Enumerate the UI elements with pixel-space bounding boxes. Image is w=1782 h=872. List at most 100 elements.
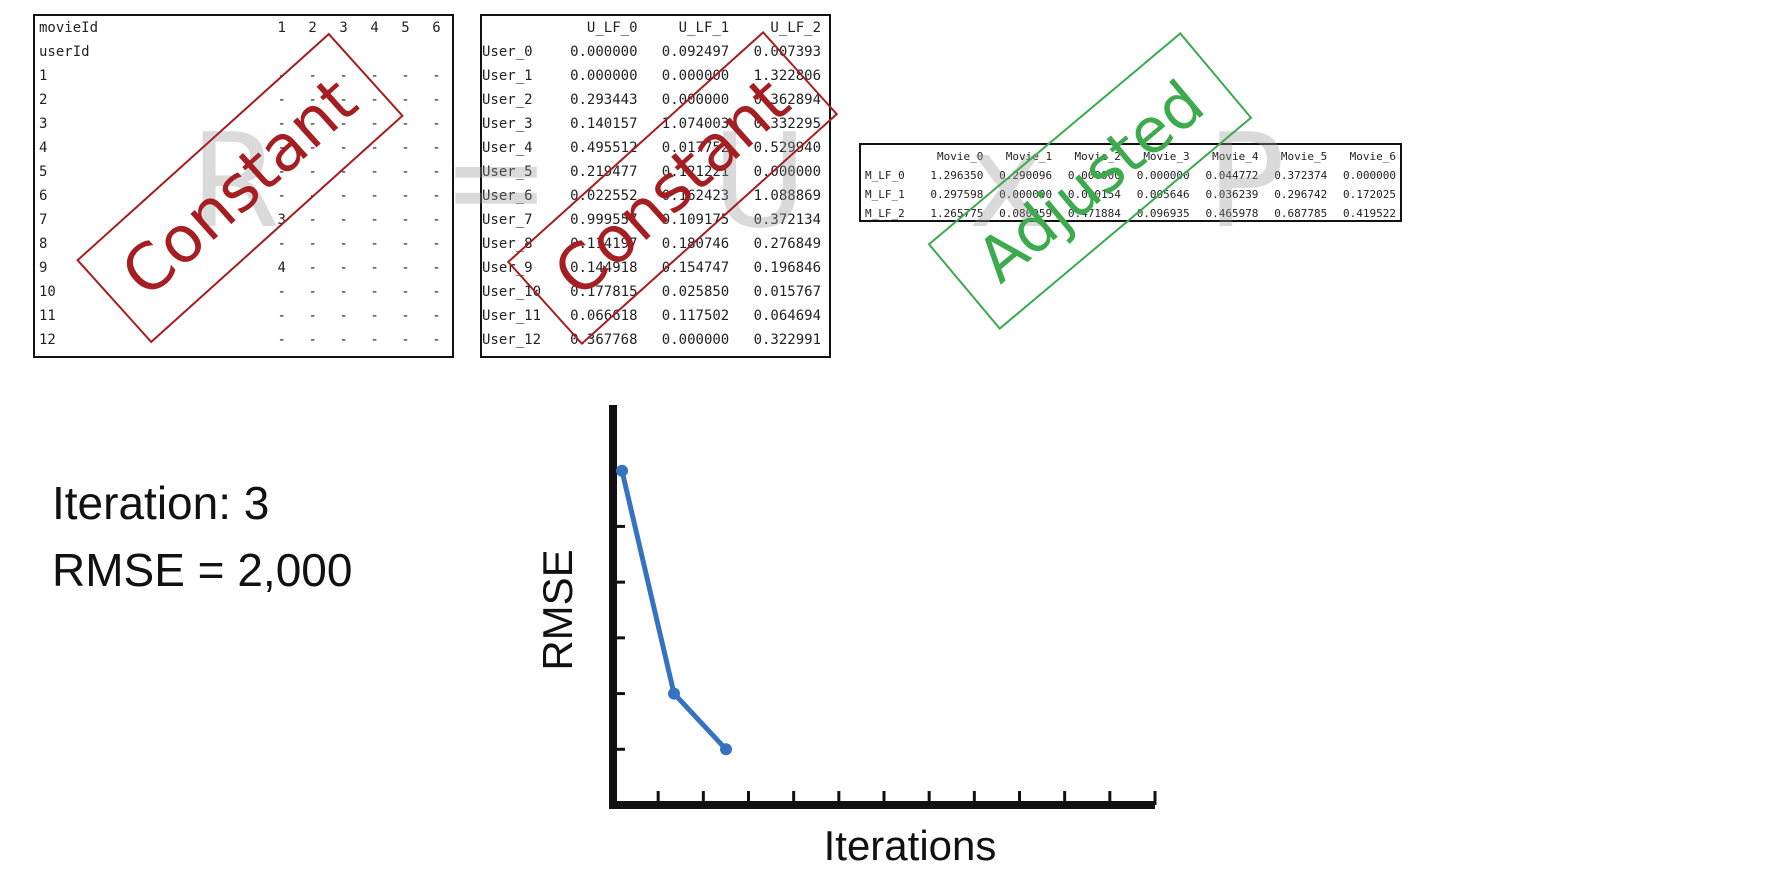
user-factor-column-header: U_LF_0 <box>586 20 638 36</box>
user-factor-row-label: User_4 <box>482 140 533 156</box>
ratings-row-id: 9 <box>39 260 48 276</box>
user-factor-row: User_5 0.219477 0.121221 0.000000 <box>482 160 829 184</box>
ratings-cell: - <box>308 164 317 180</box>
movie-factor-cell: 0.036239 <box>1205 188 1259 201</box>
ratings-cell: - <box>401 164 410 180</box>
ratings-column-header: 1 <box>277 20 286 36</box>
ratings-column-header: 2 <box>308 20 317 36</box>
movie-factor-cell: 0.296742 <box>1274 188 1328 201</box>
ratings-cell: - <box>432 332 441 348</box>
user-factor-row-label: User_0 <box>482 44 533 60</box>
ratings-cell: - <box>308 116 317 132</box>
ratings-cell: - <box>432 116 441 132</box>
ratings-row-id: 10 <box>39 284 56 300</box>
user-factor-row-label: User_10 <box>482 284 542 300</box>
ratings-cell: - <box>308 212 317 228</box>
ratings-row-id: 11 <box>39 308 56 324</box>
movie-factor-row-label: M_LF_2 <box>865 207 905 220</box>
movie-factor-cell: 0.000000 <box>1136 169 1190 182</box>
ratings-row-id: 8 <box>39 236 48 252</box>
user-factor-row: User_9 0.144918 0.154747 0.196846 <box>482 256 829 280</box>
ratings-cell: - <box>277 188 286 204</box>
movie-factor-column-header: Movie_5 <box>1280 150 1328 163</box>
ratings-cell: - <box>401 236 410 252</box>
ratings-row-id: 12 <box>39 332 56 348</box>
ratings-cell: - <box>308 188 317 204</box>
user-factor-cell: 1.322806 <box>753 68 821 84</box>
ratings-cell: - <box>308 140 317 156</box>
user-factor-cell: 0.219477 <box>570 164 638 180</box>
ratings-cell: - <box>308 92 317 108</box>
movie-factors-header-row: Movie_0 Movie_1 Movie_2 Movie_3 Movie_4 … <box>861 147 1400 166</box>
movie-factor-cell: 0.044772 <box>1205 169 1259 182</box>
movie-factor-cell: 0.080059 <box>999 207 1053 220</box>
ratings-row: 8 - - - - - - <box>35 232 452 256</box>
movie-factor-cell: 1.265775 <box>930 207 984 220</box>
ratings-cell: - <box>432 212 441 228</box>
ratings-row: 12 - - - - - - <box>35 328 452 352</box>
ratings-cell: - <box>339 188 348 204</box>
ratings-cell: - <box>370 92 379 108</box>
user-factor-cell: 0.017752 <box>661 140 730 156</box>
user-factor-cell: 0.000000 <box>661 332 730 348</box>
ratings-cell: - <box>339 236 348 252</box>
movie-factor-cell: 0.290096 <box>999 169 1053 182</box>
ratings-cell: - <box>432 236 441 252</box>
user-factor-cell: 0.144918 <box>570 260 638 276</box>
ratings-table: movieId 1 2 3 4 5 6 userId 1 - - - - - - 2 - - - - -… <box>35 16 452 352</box>
user-factor-cell: 0.332295 <box>753 116 821 132</box>
user-factor-cell: 0.362894 <box>753 92 821 108</box>
ratings-column-header: 3 <box>339 20 348 36</box>
ratings-cell: - <box>370 332 379 348</box>
movie-factor-cell: 0.000000 <box>1343 169 1396 182</box>
user-factor-row-label: User_8 <box>482 236 533 252</box>
ratings-cell: - <box>370 164 379 180</box>
ratings-cell: - <box>432 260 441 276</box>
ratings-column-header: 6 <box>432 20 441 36</box>
ratings-row: 9 4 - - - - - <box>35 256 452 280</box>
ratings-cell: - <box>339 260 348 276</box>
movie-factor-cell: 0.687785 <box>1274 207 1328 220</box>
ratings-row-id: 3 <box>39 116 48 132</box>
rmse-point <box>616 464 628 477</box>
rmse-chart: Iterations RMSE <box>540 405 1157 869</box>
movie-factor-cell: 1.296350 <box>930 169 984 182</box>
user-factor-cell: 0.025850 <box>661 284 730 300</box>
user-factor-cell: 0.000000 <box>753 164 821 180</box>
ratings-cell: - <box>277 236 286 252</box>
user-factor-cell: 0.109175 <box>661 212 730 228</box>
ratings-cell: - <box>308 260 317 276</box>
movie-factor-cell: 0.000000 <box>999 188 1053 201</box>
y-axis-label: RMSE <box>540 549 581 670</box>
rmse-point <box>720 743 732 756</box>
movie-factor-row-label: M_LF_1 <box>865 188 905 201</box>
ratings-cell: 4 <box>277 260 286 276</box>
user-factor-cell: 0.015767 <box>753 284 821 300</box>
ratings-cell: - <box>277 308 286 324</box>
movie-factor-column-header: Movie_3 <box>1143 150 1190 163</box>
ratings-cell: - <box>401 308 410 324</box>
user-factor-row: User_10 0.177815 0.025850 0.015767 <box>482 280 829 304</box>
user-factor-cell: 0.000000 <box>570 68 638 84</box>
user-factor-column-header: U_LF_1 <box>678 20 730 36</box>
ratings-row: 5 - - - - - - <box>35 160 452 184</box>
ratings-column-index-label: movieId <box>39 20 99 36</box>
rmse-series <box>616 464 732 756</box>
user-factor-cell: 0.066618 <box>570 308 638 324</box>
ratings-cell: - <box>432 92 441 108</box>
rmse-label: RMSE = 2,000 <box>52 544 353 596</box>
movie-factor-row-label: M_LF_0 <box>865 169 905 182</box>
ratings-cell: - <box>401 332 410 348</box>
ratings-cell: - <box>370 308 379 324</box>
ratings-cell: - <box>339 332 348 348</box>
ratings-column-header: 5 <box>401 20 410 36</box>
user-factor-cell: 0.276849 <box>753 236 821 252</box>
user-factor-row-label: User_11 <box>482 308 542 324</box>
ratings-cell: - <box>308 236 317 252</box>
user-factors-table: U_LF_0 U_LF_1 U_LF_2 User_0 0.000000 0.092… <box>482 16 829 352</box>
user-factor-cell: 0.196846 <box>753 260 821 276</box>
movie-factor-cell: 0.372374 <box>1274 169 1328 182</box>
movie-factor-column-header: Movie_2 <box>1074 150 1121 163</box>
ratings-cell: - <box>370 260 379 276</box>
ratings-row-id: 1 <box>39 68 48 84</box>
